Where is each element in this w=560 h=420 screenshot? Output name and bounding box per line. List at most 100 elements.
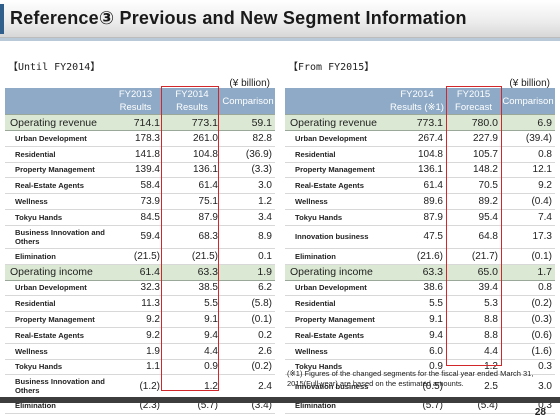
- cell-value: (0.6): [501, 327, 555, 344]
- row-label: Wellness: [5, 343, 108, 360]
- cell-value: 75.1: [163, 193, 221, 210]
- cell-value: 1.9: [221, 263, 275, 281]
- table-row: Real-Estate Agents 9.4 8.8 (0.6): [285, 327, 555, 344]
- cell-value: 6.0: [388, 343, 446, 360]
- total-row: Operating income 63.3 65.0 1.7: [285, 263, 555, 281]
- title-accent: [0, 4, 4, 34]
- cell-value: 5.5: [163, 295, 221, 313]
- row-label: Residential: [5, 146, 108, 163]
- cell-value: 141.8: [108, 146, 163, 163]
- table-row: Real-Estate Agents 9.2 9.4 0.2: [5, 327, 275, 344]
- cell-value: 4.4: [446, 343, 501, 360]
- column-header-sub: Results (※1): [388, 101, 446, 115]
- cell-value: 6.9: [501, 114, 555, 131]
- cell-value: 3.0: [221, 177, 275, 195]
- row-label: Tokyu Hands: [5, 359, 108, 376]
- row-label: Wellness: [285, 193, 388, 210]
- row-label: Business Innovation and Others: [5, 225, 108, 249]
- cell-value: 59.1: [221, 114, 275, 131]
- header-row: Results Results: [5, 101, 275, 115]
- row-label: Real-Estate Agents: [5, 177, 108, 195]
- cell-value: 0.8: [501, 280, 555, 297]
- column-header: [285, 88, 388, 101]
- cell-value: 89.6: [388, 193, 446, 210]
- cell-value: 139.4: [108, 162, 163, 179]
- column-header: FY2015: [446, 88, 501, 101]
- cell-value: 104.8: [388, 146, 446, 163]
- table-row: Residential 11.3 5.5 (5.8): [5, 295, 275, 313]
- table-row: Tokyu Hands 1.1 0.9 (0.2): [5, 359, 275, 376]
- table-row: Property Management 9.2 9.1 (0.1): [5, 311, 275, 328]
- cell-value: 0.9: [163, 359, 221, 376]
- row-label: Elimination: [285, 248, 388, 265]
- cell-value: 136.1: [163, 162, 221, 179]
- cell-value: 89.2: [446, 193, 501, 210]
- cell-value: 1.1: [108, 359, 163, 376]
- row-label: Residential: [5, 295, 108, 313]
- cell-value: 0.3: [501, 359, 555, 376]
- cell-value: 8.8: [446, 311, 501, 328]
- table-row: Wellness 6.0 4.4 (1.6): [285, 343, 555, 360]
- total-row: Operating income 61.4 63.3 1.9: [5, 263, 275, 281]
- column-header-sub: Results: [163, 101, 221, 115]
- table-row: Wellness 1.9 4.4 2.6: [5, 343, 275, 360]
- cell-value: 47.5: [388, 225, 446, 249]
- table-row: Tokyu Hands 84.5 87.9 3.4: [5, 209, 275, 226]
- cell-value: (21.6): [388, 248, 446, 265]
- row-label: Operating income: [5, 263, 108, 281]
- cell-value: 32.3: [108, 280, 163, 297]
- row-label: Tokyu Hands: [5, 209, 108, 226]
- column-header: FY2014: [163, 88, 221, 101]
- cell-value: (21.5): [108, 248, 163, 265]
- cell-value: 9.4: [163, 327, 221, 344]
- cell-value: 9.2: [108, 327, 163, 344]
- row-label: Property Management: [285, 311, 388, 328]
- cell-value: 136.1: [388, 162, 446, 179]
- row-label: Real-Estate Agents: [285, 327, 388, 344]
- cell-value: 5.3: [446, 295, 501, 313]
- row-label: Urban Development: [285, 280, 388, 297]
- table-row: Tokyu Hands 0.9 1.2 0.3: [285, 359, 555, 376]
- cell-value: 1.2: [446, 359, 501, 376]
- header-row: FY2013 FY2014 Comparison: [5, 88, 275, 115]
- cell-value: (3.3): [221, 162, 275, 179]
- cell-value: 39.4: [446, 280, 501, 297]
- cell-value: 87.9: [163, 209, 221, 226]
- page-title: Reference③ Previous and New Segment Info…: [10, 8, 467, 28]
- row-label: Property Management: [285, 162, 388, 179]
- row-label: Elimination: [5, 248, 108, 265]
- table-row: Urban Development 32.3 38.5 6.2: [5, 280, 275, 297]
- cell-value: (0.2): [221, 359, 275, 376]
- cell-value: 65.0: [446, 263, 501, 281]
- cell-value: 9.2: [501, 177, 555, 195]
- table-row: Innovation business (0.5) 2.5 3.0: [285, 374, 555, 399]
- page-number: 28: [534, 407, 546, 418]
- cell-value: 3.4: [221, 209, 275, 226]
- cell-value: 148.2: [446, 162, 501, 179]
- left-section-label: 【Until FY2014】: [8, 62, 101, 73]
- cell-value: (5.8): [221, 295, 275, 313]
- row-label: Residential: [285, 295, 388, 313]
- cell-value: 178.3: [108, 130, 163, 147]
- right-segment-table: FY2014 FY2015 Comparison Results (※1) Foreca…: [285, 88, 555, 415]
- cell-value: (0.1): [501, 248, 555, 265]
- cell-value: 95.4: [446, 209, 501, 226]
- title-rule: [0, 38, 560, 41]
- cell-value: 4.4: [163, 343, 221, 360]
- cell-value: 58.4: [108, 177, 163, 195]
- table-row: Urban Development 178.3 261.0 82.8: [5, 130, 275, 147]
- cell-value: 11.3: [108, 295, 163, 313]
- table-row: Property Management 136.1 148.2 12.1: [285, 162, 555, 179]
- cell-value: 1.9: [108, 343, 163, 360]
- row-label: Urban Development: [285, 130, 388, 147]
- table-row: Residential 141.8 104.8 (36.9): [5, 146, 275, 163]
- cell-value: (36.9): [221, 146, 275, 163]
- cell-value: 63.3: [388, 263, 446, 281]
- cell-value: 82.8: [221, 130, 275, 147]
- cell-value: 63.3: [163, 263, 221, 281]
- cell-value: 64.8: [446, 225, 501, 249]
- cell-value: 9.4: [388, 327, 446, 344]
- table-row: Innovation business 47.5 64.8 17.3: [285, 225, 555, 249]
- cell-value: 9.1: [163, 311, 221, 328]
- total-row: Operating revenue 714.1 773.1 59.1: [5, 114, 275, 131]
